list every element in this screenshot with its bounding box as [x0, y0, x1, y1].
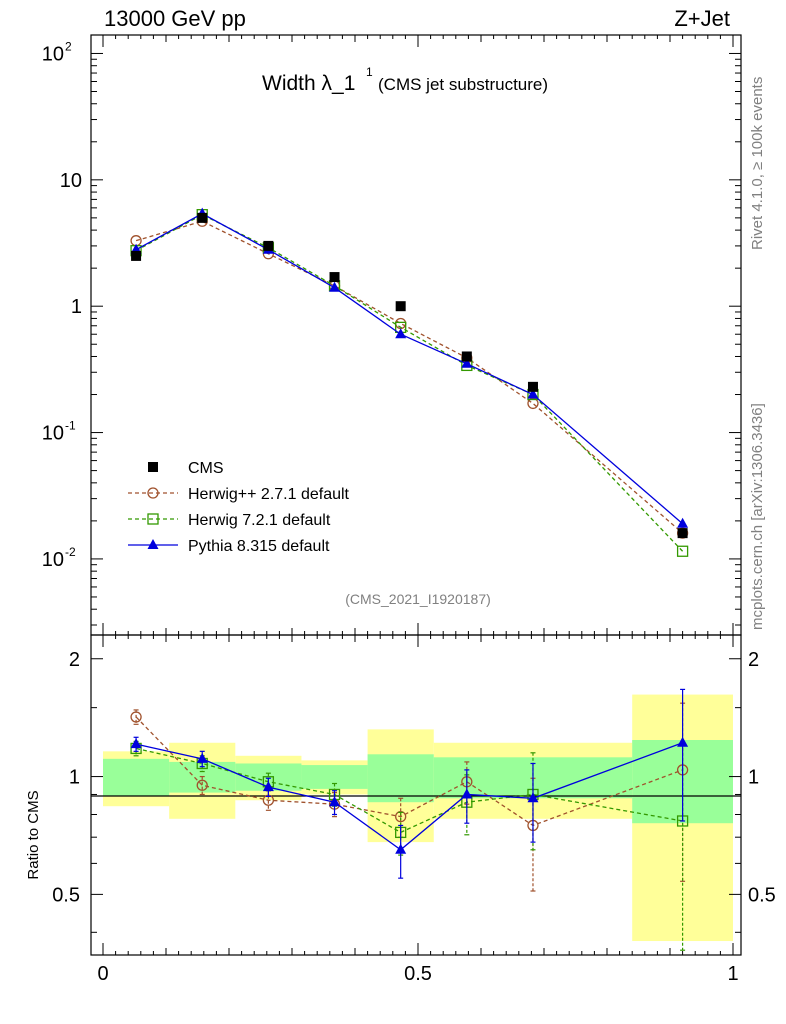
pythia-ratio-point [130, 738, 142, 749]
y-tick-label-exponent: 2 [65, 39, 72, 53]
ratio-series-layer [130, 688, 689, 951]
y-tick-label-exponent: -1 [65, 419, 76, 433]
y-tick-label-exponent: -2 [65, 545, 76, 559]
plot-title: Width λ_1 1 (CMS jet substructure) [262, 65, 548, 95]
ratio-y-tick-label-right: 2 [748, 649, 759, 671]
y-tick-label-base: 10 [42, 43, 64, 65]
pythia-ratio-point [329, 796, 341, 807]
cms-data-point [527, 381, 538, 392]
pythia-ratio-line [135, 742, 683, 851]
pythia-ratio-point [527, 792, 539, 803]
cms-data-point [461, 351, 472, 362]
x-tick-label: 1 [727, 963, 738, 985]
ratio-y-tick-label-right: 0.5 [748, 884, 776, 906]
legend: CMS Herwig++ 2.7.1 default Herwig 7.2.1 de… [128, 460, 350, 555]
pythia-ratio-point [395, 843, 407, 854]
plot-title-superscript: 1 [366, 65, 373, 79]
y-tick-label: 10 -2 [42, 545, 76, 571]
legend-herwig7-marker [147, 513, 159, 525]
pythia-main-point [677, 517, 689, 528]
y-tick-label: 1 [71, 296, 82, 318]
legend-cms-label: CMS [188, 460, 224, 477]
herwigpp-ratio-point [395, 810, 407, 823]
main-series-layer [130, 207, 689, 557]
legend-pythia-marker [147, 539, 159, 549]
ratio-y-tick-label-right: 1 [748, 767, 759, 789]
ratio-y-tick-label-left: 1 [69, 767, 80, 789]
y-tick-label-base: 10 [42, 549, 64, 571]
herwigpp-ratio-line [135, 716, 683, 827]
pythia-ratio-point [677, 736, 689, 747]
pythia-main-point [329, 281, 341, 292]
legend-herwig7-label: Herwig 7.2.1 default [188, 512, 331, 529]
cms-data-point [395, 301, 406, 312]
herwig7-ratio-line [135, 747, 683, 834]
ratio-plot-frame [90, 634, 742, 956]
y-tick-label-base: 10 [42, 423, 64, 445]
legend-herwigpp-marker [147, 487, 159, 499]
ratio-stat-band [103, 758, 170, 797]
herwigpp-ratio-point [130, 711, 142, 723]
cms-data-point [263, 240, 274, 251]
pythia-ratio-point [461, 788, 473, 799]
legend-herwigpp-label: Herwig++ 2.7.1 default [188, 486, 350, 503]
herwig7-main-point [676, 545, 689, 557]
pythia-main-line [135, 212, 684, 525]
pythia-main-point [395, 328, 407, 339]
cms-data-point [329, 272, 340, 283]
ratio-uncertainty-bands [103, 694, 733, 942]
cms-data-point [197, 212, 208, 223]
pythia-main-point [527, 388, 539, 399]
pythia-ratio-point [262, 781, 274, 792]
ratio-axis-label: Ratio to CMS [25, 790, 42, 879]
ratio-stat-band [367, 754, 434, 803]
rivet-version-label: Rivet 4.1.0, ≥ 100k events [749, 77, 766, 250]
ratio-stat-band [301, 765, 368, 789]
y-tick-label-text: 1 [71, 296, 82, 318]
herwigpp-main-line [135, 220, 684, 534]
y-tick-label: 10 -1 [42, 419, 76, 445]
ratio-y-tick-label-left: 2 [69, 649, 80, 671]
cms-data-point [131, 250, 142, 261]
herwigpp-ratio-point [196, 779, 208, 791]
analysis-id-label: (CMS_2021_I1920187) [345, 591, 491, 607]
legend-cms-marker [148, 462, 158, 472]
y-tick-label: 10 [60, 170, 82, 192]
cms-data-point [677, 528, 688, 539]
plot-title-main: Width λ_1 [262, 72, 355, 95]
process-label: Z+Jet [674, 6, 730, 31]
pythia-ratio-point [196, 752, 208, 763]
plot-title-subtitle: (CMS jet substructure) [378, 75, 548, 94]
pythia-main-point [461, 357, 473, 368]
y-tick-label-text: 10 [60, 170, 82, 192]
x-tick-label: 0 [97, 963, 108, 985]
legend-pythia-label: Pythia 8.315 default [188, 538, 330, 555]
energy-label: 13000 GeV pp [104, 6, 246, 31]
x-tick-label: 0.5 [404, 963, 432, 985]
ratio-y-tick-label-left: 0.5 [52, 884, 80, 906]
y-tick-label: 10 2 [42, 39, 72, 65]
mcplots-source-label: mcplots.cern.ch [arXiv:1306.3436] [749, 403, 766, 630]
